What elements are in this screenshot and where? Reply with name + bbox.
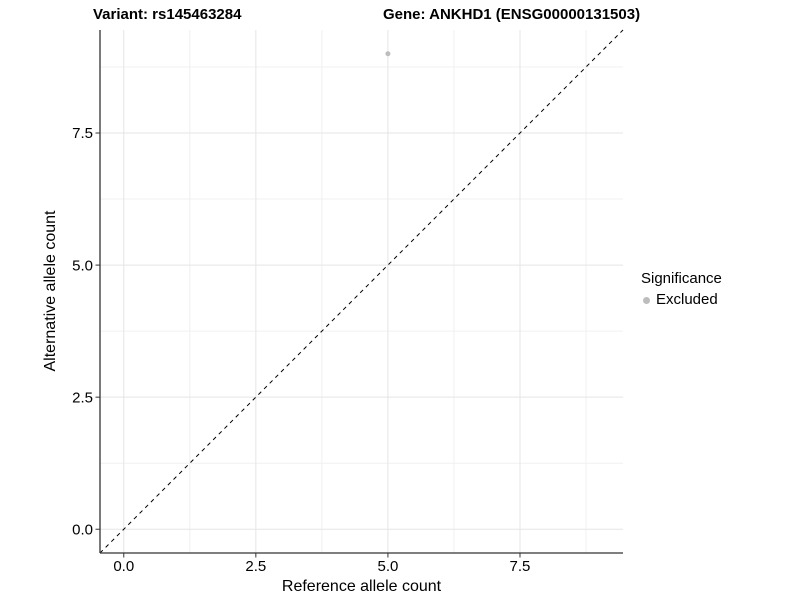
y-tick-label: 5.0	[72, 257, 93, 274]
y-axis-label: Alternative allele count	[42, 210, 59, 372]
x-axis-label: Reference allele count	[281, 578, 442, 595]
data-point	[385, 51, 391, 57]
gene-title: Gene: ANKHD1 (ENSG00000131503)	[383, 6, 641, 23]
variant-title: Variant: rs145463284	[93, 6, 242, 23]
y-tick-label: 2.5	[72, 389, 93, 406]
x-tick-label: 5.0	[377, 558, 398, 575]
x-tick-label: 0.0	[113, 558, 134, 575]
legend-entry-label: Excluded	[656, 291, 718, 308]
identity-line	[99, 29, 624, 554]
y-tick-label: 0.0	[72, 521, 93, 538]
x-tick-label: 7.5	[510, 558, 531, 575]
y-tick-label: 7.5	[72, 125, 93, 142]
legend: Significance Excluded	[641, 270, 722, 309]
legend-point-swatch-icon	[643, 296, 650, 304]
legend-entry: Excluded	[641, 291, 722, 309]
x-tick-label: 2.5	[245, 558, 266, 575]
legend-title: Significance	[641, 270, 722, 287]
